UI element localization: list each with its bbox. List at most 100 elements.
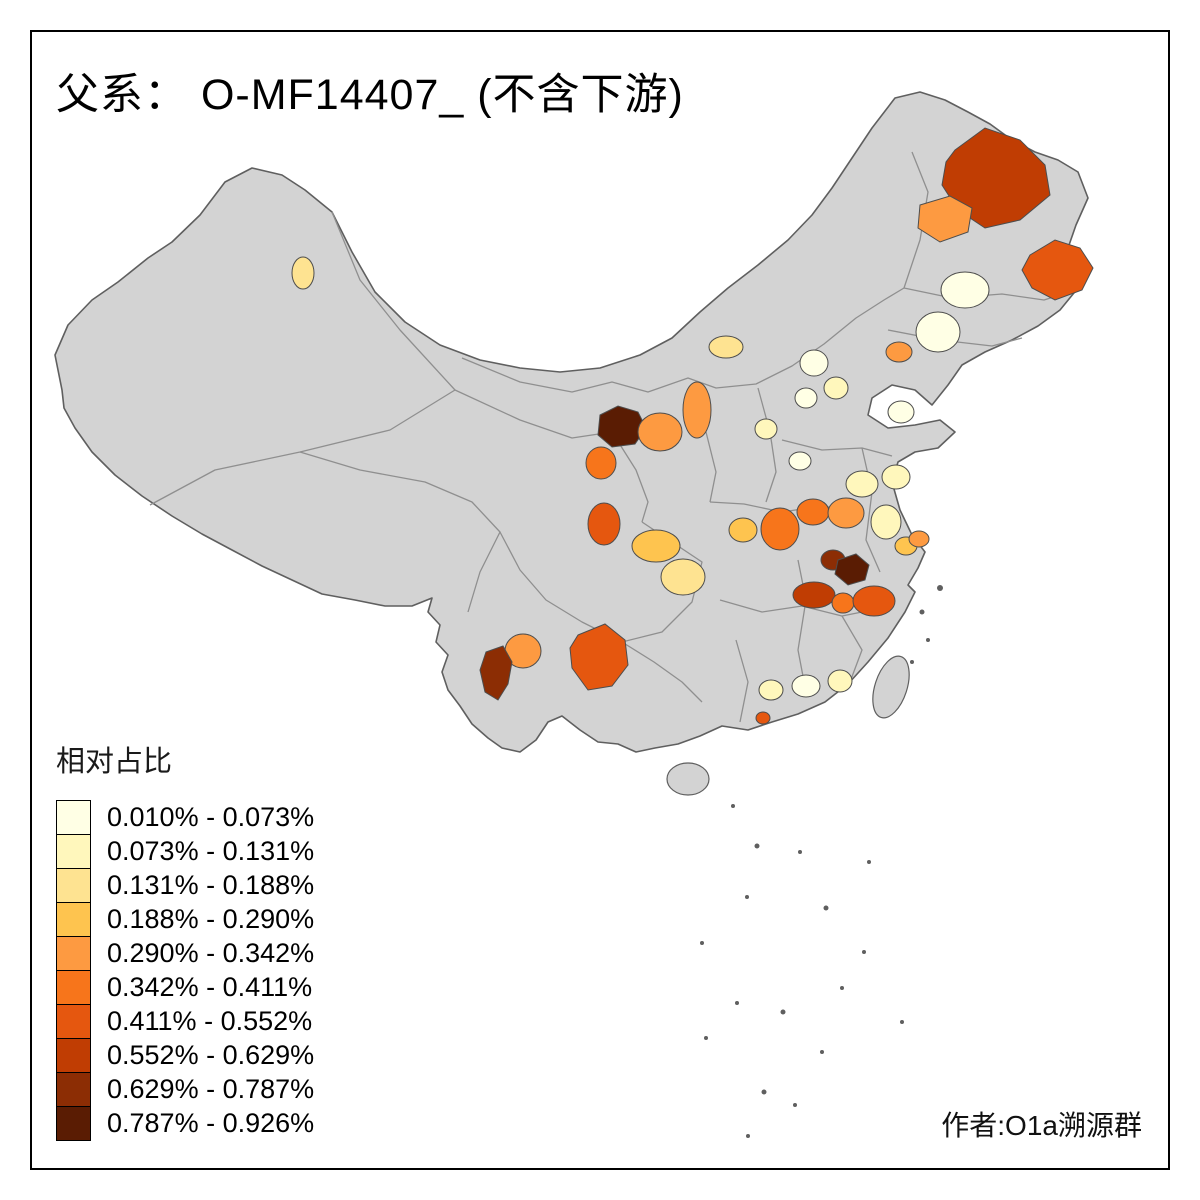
island-dot: [754, 843, 760, 849]
island-dot: [862, 950, 866, 954]
map-region: [708, 335, 744, 359]
legend-row: 0.787% - 0.926%: [56, 1106, 314, 1141]
province-border: [461, 287, 905, 393]
province-border: [299, 451, 501, 613]
province-border: [621, 641, 703, 703]
legend-swatch: [56, 1038, 91, 1073]
taiwan-island: [872, 655, 910, 719]
legend-row: 0.411% - 0.552%: [56, 1004, 314, 1039]
map-region: [631, 529, 681, 563]
province-border: [887, 329, 1023, 347]
map-region: [682, 381, 712, 439]
province-border: [735, 639, 749, 723]
island-dot: [761, 1089, 767, 1095]
map-region: [827, 669, 853, 693]
map-region: [637, 412, 683, 452]
legend-label: 0.290% - 0.342%: [107, 938, 315, 968]
legend-swatch: [56, 1072, 91, 1107]
legend-swatch: [56, 902, 91, 937]
legend-label: 0.787% - 0.926%: [107, 1108, 315, 1138]
map-region: [1021, 239, 1094, 301]
legend-row: 0.342% - 0.411%: [56, 970, 314, 1005]
map-region: [791, 674, 821, 698]
legend-label: 0.552% - 0.629%: [107, 1040, 315, 1070]
island-dot: [780, 1009, 786, 1015]
map-region: [823, 376, 849, 400]
legend-row: 0.131% - 0.188%: [56, 868, 314, 903]
legend-swatch: [56, 970, 91, 1005]
province-border: [797, 559, 807, 693]
map-region: [881, 464, 911, 490]
islands: [666, 655, 910, 796]
legend-row: 0.629% - 0.787%: [56, 1072, 314, 1107]
map-region: [845, 470, 879, 498]
legend-label: 0.629% - 0.787%: [107, 1074, 315, 1104]
province-border: [499, 521, 703, 643]
map-region: [885, 341, 913, 363]
map-region: [792, 581, 836, 609]
map-region: [788, 451, 812, 471]
map-region: [585, 446, 617, 480]
map-region: [728, 517, 758, 543]
map-region: [794, 387, 818, 409]
legend-swatch: [56, 800, 91, 835]
map-region: [852, 585, 896, 617]
legend-swatch: [56, 936, 91, 971]
legend-label: 0.342% - 0.411%: [107, 972, 313, 1002]
island-dot: [823, 905, 829, 911]
legend-row: 0.290% - 0.342%: [56, 936, 314, 971]
map-region: [758, 679, 784, 701]
map-region: [870, 504, 902, 540]
map-region: [915, 311, 961, 353]
legend-row: 0.073% - 0.131%: [56, 834, 314, 869]
map-region: [940, 271, 990, 309]
map-region: [754, 418, 778, 440]
island-dot: [704, 1036, 708, 1040]
map-region: [834, 553, 870, 586]
province-border: [149, 211, 456, 506]
map-region: [827, 497, 865, 529]
legend-swatch: [56, 1004, 91, 1039]
island-dot: [820, 1050, 824, 1054]
province-border: [454, 389, 613, 439]
island-dot: [926, 638, 930, 642]
map-region: [796, 498, 830, 526]
map-region: [799, 349, 829, 377]
island-dot: [700, 941, 704, 945]
legend-label: 0.188% - 0.290%: [107, 904, 315, 934]
island-dot: [910, 660, 914, 664]
island-dot: [900, 1020, 904, 1024]
legend-swatch: [56, 868, 91, 903]
legend-row: 0.188% - 0.290%: [56, 902, 314, 937]
legend-label: 0.073% - 0.131%: [107, 836, 315, 866]
province-border: [841, 615, 863, 683]
island-dot: [793, 1103, 797, 1107]
province-border: [781, 439, 893, 457]
page-title: 父系： O-MF14407_ (不含下游): [56, 71, 684, 119]
province-border: [861, 447, 881, 573]
map-region: [660, 558, 706, 596]
legend-swatch: [56, 834, 91, 869]
attribution: 作者:O1a溯源群: [941, 1110, 1142, 1141]
map-region: [941, 127, 1051, 229]
map-region: [908, 530, 930, 548]
legend: 相对占比 0.010% - 0.073% 0.073% - 0.131% 0.1…: [56, 738, 314, 1141]
legend-swatch: [56, 1106, 91, 1141]
island-dot: [919, 609, 925, 615]
map-region: [917, 195, 973, 243]
shaded-regions: [291, 127, 1094, 725]
map-region: [831, 592, 855, 614]
legend-title: 相对占比: [56, 746, 173, 778]
island-dot: [867, 860, 871, 864]
island-dot: [937, 585, 943, 591]
map-region: [587, 502, 621, 546]
map-region: [569, 623, 629, 691]
island-dot: [745, 895, 749, 899]
map-region: [755, 711, 771, 725]
island-dot: [798, 850, 802, 854]
province-border: [611, 431, 649, 523]
legend-row: 0.010% - 0.073%: [56, 800, 314, 835]
island-dot: [746, 1134, 750, 1138]
legend-label: 0.131% - 0.188%: [107, 870, 315, 900]
